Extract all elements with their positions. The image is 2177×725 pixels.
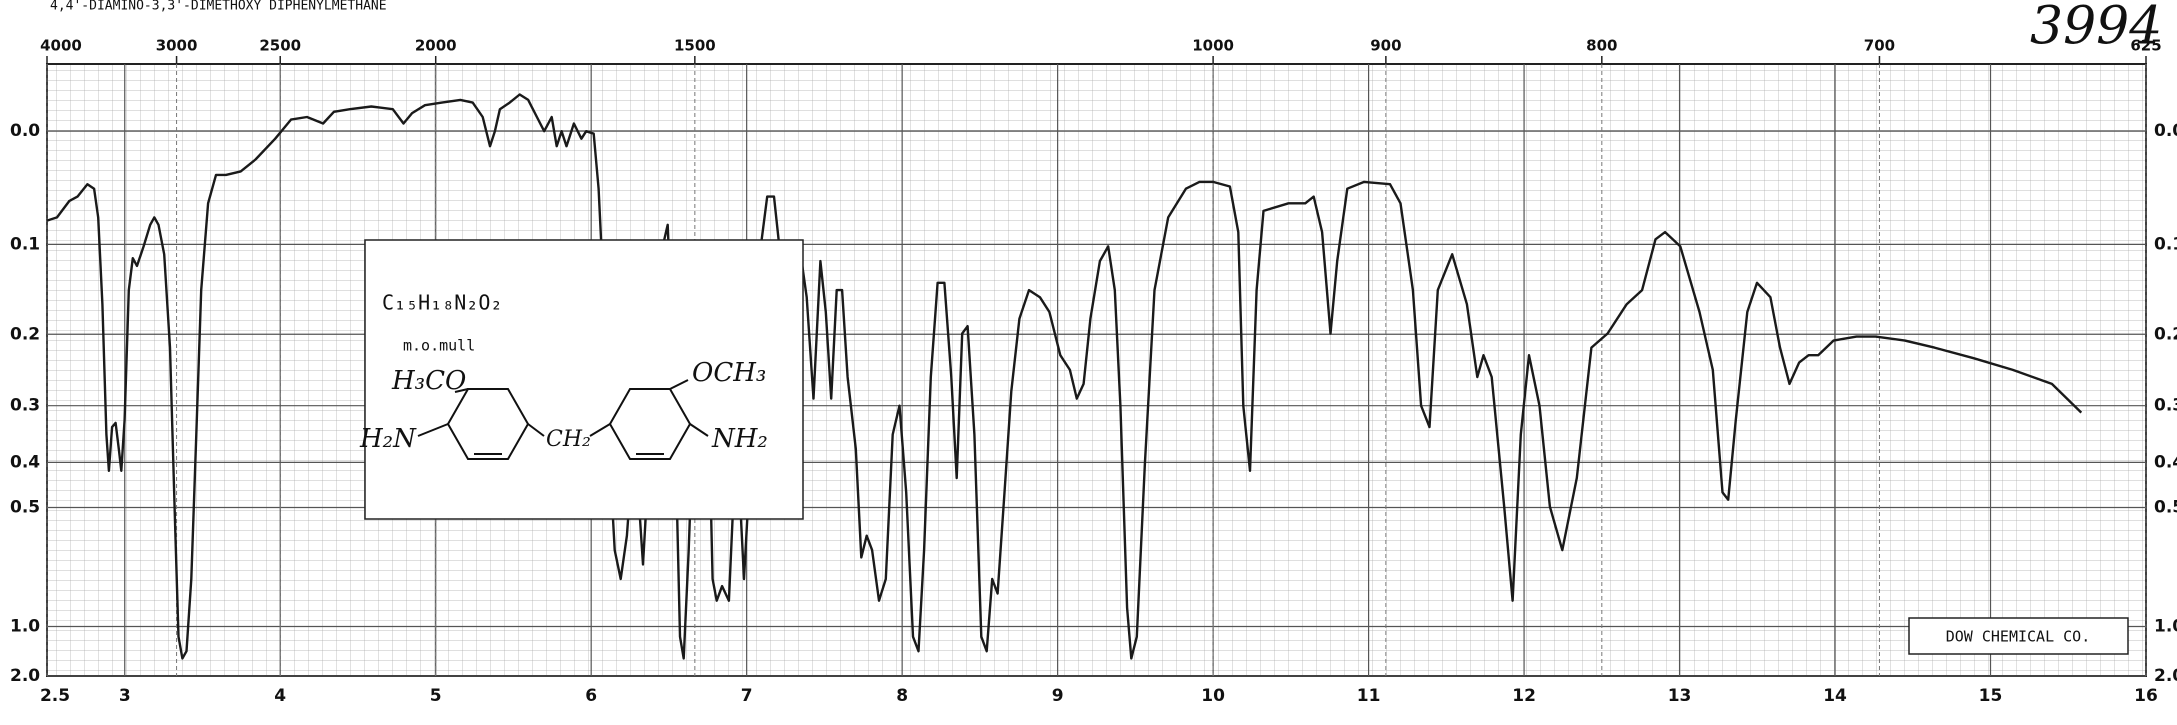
- x-tick-label: 9: [1052, 686, 1064, 706]
- x2-tick-label: 3000: [156, 37, 198, 55]
- x-tick-label: 15: [1979, 686, 2003, 706]
- y-tick-label: 0.4: [10, 452, 40, 472]
- y-tick-label-right: 1.0: [2154, 616, 2177, 636]
- formula: C₁₅H₁₈N₂O₂: [382, 291, 502, 315]
- x-tick-label: 2.5: [40, 686, 70, 706]
- y-tick-label-right: 0.3: [2154, 396, 2177, 416]
- source-box: DOW CHEMICAL CO.: [1908, 617, 2129, 655]
- x2-tick-label: 2000: [415, 37, 457, 55]
- x-tick-label: 6: [585, 686, 597, 706]
- structure-label: CH₂: [546, 427, 591, 452]
- x2-tick-label: 800: [1586, 37, 1617, 55]
- structure-drawing: [417, 379, 709, 460]
- structure-label: OCH₃: [692, 358, 766, 388]
- x-tick-label: 13: [1668, 686, 1692, 706]
- x-tick-label: 3: [119, 686, 131, 706]
- y-tick-label: 0.2: [10, 324, 40, 344]
- y-tick-label-right: 0.4: [2154, 452, 2177, 472]
- x2-tick-label: 1500: [674, 37, 716, 55]
- structure-label: H₂N: [359, 424, 417, 454]
- chart-title: 4,4'-DIAMINO-3,3'-DIMETHOXY DIPHENYLMETH…: [50, 0, 387, 14]
- x-tick-label: 10: [1201, 686, 1225, 706]
- y-tick-label-right: 2.0: [2154, 666, 2177, 686]
- x2-tick-label: 625: [2130, 37, 2161, 55]
- y-tick-label-right: 0.0: [2154, 121, 2177, 141]
- y-tick-label: 0.0: [10, 121, 40, 141]
- sample-number: 3994: [2030, 0, 2162, 57]
- y-tick-label: 0.3: [10, 396, 40, 416]
- y-tick-label: 0.5: [10, 497, 40, 517]
- x-tick-label: 11: [1357, 686, 1381, 706]
- x2-tick-label: 700: [1864, 37, 1895, 55]
- structure-label: H₃CO: [391, 366, 466, 396]
- y-tick-label: 1.0: [10, 616, 40, 636]
- x2-tick-label: 900: [1370, 37, 1401, 55]
- x2-tick-label: 2500: [259, 37, 301, 55]
- x-tick-label: 12: [1512, 686, 1536, 706]
- inset-box: [364, 239, 804, 520]
- y-tick-label-right: 0.1: [2154, 234, 2177, 254]
- y-tick-label-right: 0.5: [2154, 497, 2177, 517]
- spectrum-line: [46, 93, 2083, 660]
- source: DOW CHEMICAL CO.: [1946, 628, 2091, 646]
- x-tick-label: 5: [430, 686, 442, 706]
- x2-tick-label: 1000: [1192, 37, 1234, 55]
- x-tick-label: 4: [274, 686, 286, 706]
- y-tick-label: 0.1: [10, 234, 40, 254]
- medium: m.o.mull: [403, 337, 475, 355]
- x-tick-label: 8: [896, 686, 908, 706]
- source-frame: [1908, 617, 2129, 655]
- x-tick-label: 14: [1823, 686, 1847, 706]
- structure-label: NH₂: [711, 424, 768, 454]
- plot-area: [46, 63, 2147, 677]
- structure-inset: C₁₅H₁₈N₂O₂ m.o.mull H₃CO H₂N CH₂ OCH₃ NH…: [359, 239, 804, 520]
- x-tick-label: 16: [2134, 686, 2158, 706]
- y-tick-label: 2.0: [10, 666, 40, 686]
- x-tick-label: 7: [741, 686, 753, 706]
- y-tick-label-right: 0.2: [2154, 324, 2177, 344]
- x2-tick-label: 4000: [40, 37, 82, 55]
